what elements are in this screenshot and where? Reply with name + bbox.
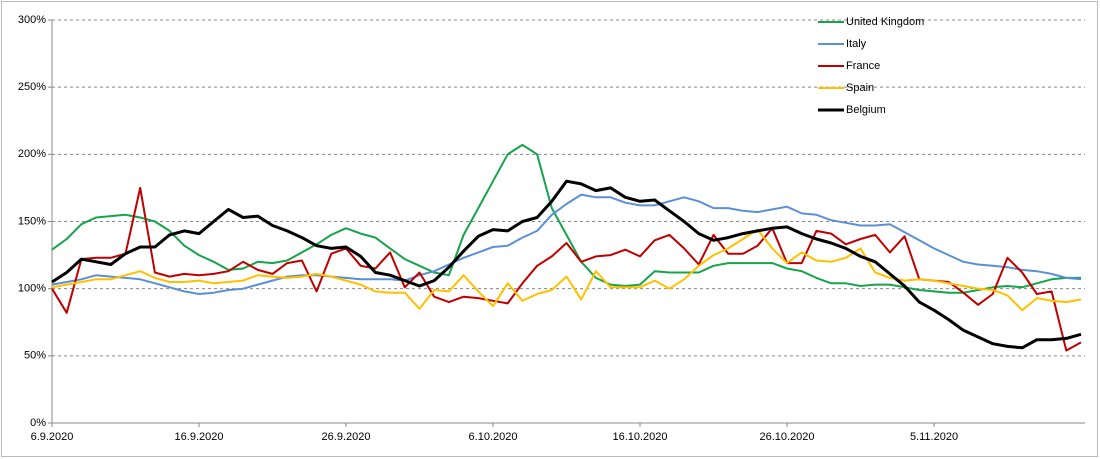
x-tick-label: 5.11.2020 [910, 431, 958, 443]
line-series [51, 193, 1082, 295]
y-tick-label: 150% [18, 215, 46, 227]
y-tick-label: 0% [30, 417, 46, 429]
line-series [51, 228, 1082, 312]
x-tick-label: 6.10.2020 [469, 431, 518, 443]
legend-label: Italy [846, 38, 867, 50]
legend-label: United Kingdom [846, 16, 924, 28]
line-series [51, 143, 1081, 294]
legend-label: France [846, 60, 880, 72]
line-series [51, 186, 1082, 352]
line-series [51, 179, 1082, 350]
x-tick-label: 26.9.2020 [322, 431, 371, 443]
x-tick-label: 16.10.2020 [612, 431, 667, 443]
x-tick-label: 6.9.2020 [31, 431, 74, 443]
legend-label: Spain [846, 82, 874, 94]
y-tick-label: 50% [24, 350, 46, 362]
y-tick-label: 250% [18, 81, 46, 93]
y-tick-label: 200% [18, 148, 46, 160]
y-tick-label: 100% [18, 283, 46, 295]
y-tick-label: 300% [18, 14, 46, 26]
legend-label: Belgium [846, 104, 886, 116]
x-tick-label: 16.9.2020 [175, 431, 224, 443]
x-tick-label: 26.10.2020 [759, 431, 814, 443]
